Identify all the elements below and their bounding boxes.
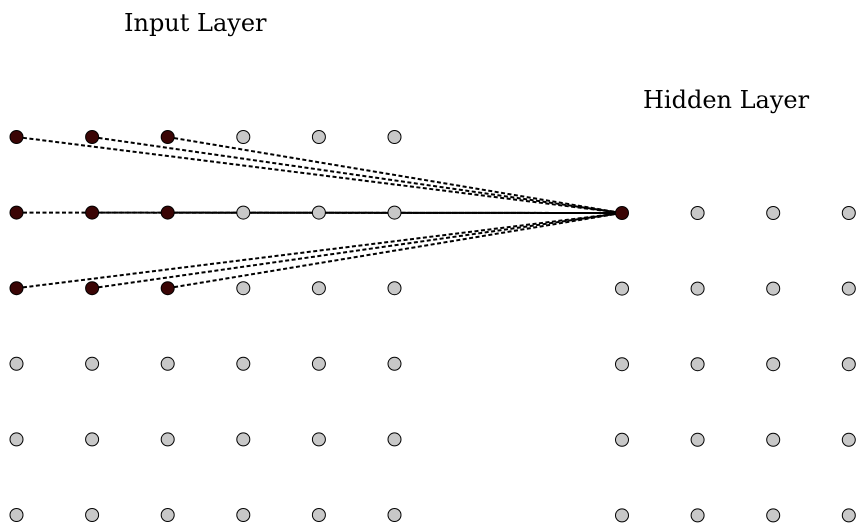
connection-line	[16, 136, 623, 214]
hidden-neuron	[690, 357, 705, 372]
input-neuron	[236, 508, 251, 522]
input-neuron	[387, 432, 402, 447]
input-neuron	[387, 205, 402, 220]
hidden-layer-grid	[615, 206, 856, 523]
hidden-neuron-active	[615, 206, 629, 220]
input-neuron	[387, 130, 402, 144]
input-neuron-active	[160, 205, 175, 220]
input-neuron-active	[9, 205, 24, 220]
input-neuron	[236, 281, 251, 296]
input-neuron	[311, 356, 326, 371]
hidden-neuron	[766, 432, 781, 447]
input-neuron	[311, 205, 326, 220]
hidden-neuron	[766, 508, 781, 523]
input-neuron-active	[160, 130, 175, 144]
hidden-neuron	[841, 508, 856, 523]
hidden-neuron	[766, 281, 781, 296]
input-neuron	[387, 281, 402, 296]
hidden-neuron	[690, 281, 705, 296]
hidden-neuron	[766, 357, 781, 372]
connection-line	[167, 136, 623, 214]
input-neuron	[85, 356, 100, 371]
input-neuron	[160, 356, 175, 371]
input-neuron	[236, 432, 251, 447]
hidden-neuron	[690, 508, 705, 523]
input-neuron	[387, 356, 402, 371]
input-neuron	[9, 508, 24, 522]
input-neuron-active	[85, 130, 100, 144]
hidden-neuron	[690, 432, 705, 447]
input-neuron	[236, 205, 251, 220]
input-layer-label: Input Layer	[124, 9, 267, 37]
input-neuron-active	[85, 205, 100, 220]
hidden-neuron	[615, 508, 629, 523]
hidden-neuron	[841, 432, 856, 447]
hidden-neuron	[841, 206, 856, 220]
input-neuron	[311, 508, 326, 522]
input-neuron	[160, 432, 175, 447]
input-neuron	[236, 130, 251, 144]
hidden-neuron	[615, 357, 629, 372]
input-neuron	[311, 281, 326, 296]
connection-line	[167, 212, 623, 290]
hidden-neuron	[615, 432, 629, 447]
input-neuron	[160, 508, 175, 522]
input-neuron	[311, 432, 326, 447]
connection-line	[16, 212, 623, 290]
input-neuron	[85, 432, 100, 447]
hidden-neuron	[615, 281, 629, 296]
input-neuron-active	[160, 281, 175, 296]
hidden-neuron	[841, 281, 856, 296]
hidden-neuron	[766, 206, 781, 220]
input-neuron-active	[9, 130, 24, 144]
input-neuron	[236, 356, 251, 371]
input-neuron	[387, 508, 402, 522]
input-layer-grid	[9, 130, 402, 522]
hidden-neuron	[690, 206, 705, 220]
input-neuron-active	[9, 281, 24, 296]
input-neuron	[9, 356, 24, 371]
input-neuron	[85, 508, 100, 522]
input-neuron-active	[85, 281, 100, 296]
hidden-neuron	[841, 357, 856, 372]
connection-line	[91, 212, 623, 290]
connection-line	[91, 136, 623, 214]
hidden-layer-label: Hidden Layer	[643, 86, 810, 114]
input-neuron	[9, 432, 24, 447]
input-neuron	[311, 130, 326, 144]
